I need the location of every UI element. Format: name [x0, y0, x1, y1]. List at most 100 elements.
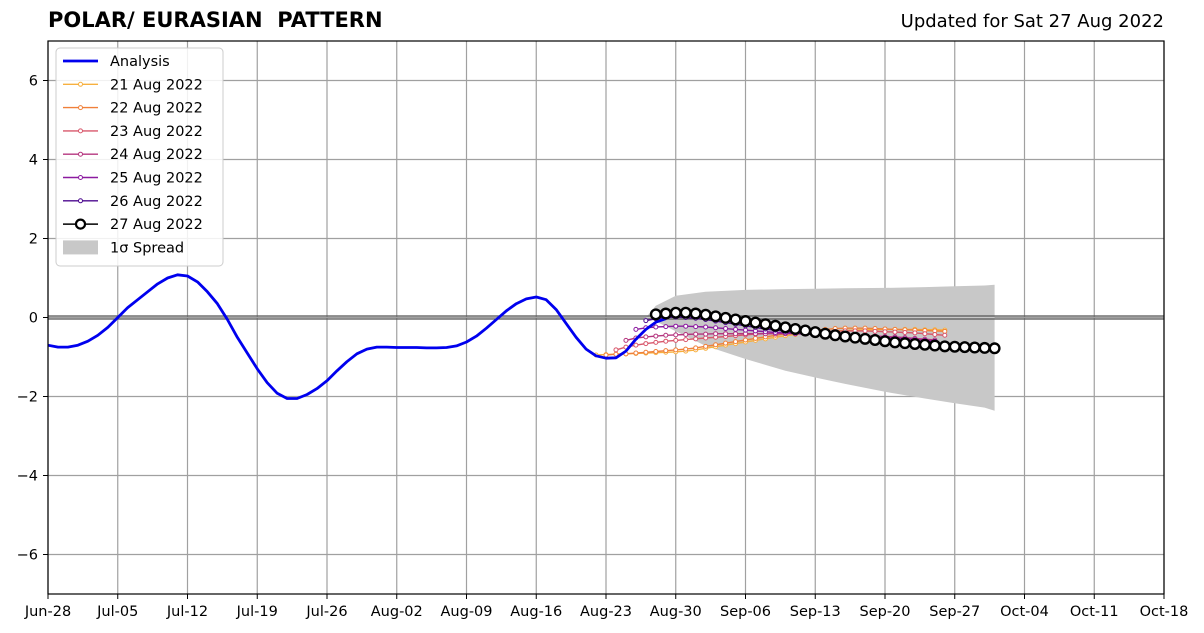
forecast-point	[673, 323, 679, 329]
latest-forecast-point	[659, 307, 672, 320]
forecast-point	[663, 324, 669, 330]
legend-label: 27 Aug 2022	[110, 217, 203, 233]
latest-forecast-point	[988, 342, 1001, 355]
latest-forecast-point	[649, 308, 662, 321]
forecast-point	[703, 335, 709, 341]
x-tick-label: Jun-28	[24, 604, 71, 620]
legend-label: 23 Aug 2022	[110, 124, 203, 140]
latest-forecast-point	[829, 329, 842, 342]
y-tick-label: −4	[17, 469, 38, 485]
forecast-point	[643, 341, 649, 347]
y-tick-label: 6	[29, 74, 38, 90]
forecast-point	[733, 331, 739, 337]
forecast-point	[882, 329, 888, 335]
x-tick-label: Jul-19	[236, 604, 278, 620]
forecast-point	[942, 332, 948, 338]
x-tick-label: Aug-23	[580, 604, 632, 620]
forecast-point	[733, 339, 739, 345]
legend-swatch-marker	[74, 218, 87, 230]
legend-swatch-marker	[78, 175, 83, 180]
forecast-point	[713, 331, 719, 337]
latest-forecast-point	[859, 332, 872, 345]
legend: Analysis 21 Aug 2022 22 Aug 2022 23 Aug 202…	[55, 47, 224, 267]
latest-forecast-point	[709, 310, 722, 323]
latest-forecast-point	[799, 324, 812, 337]
latest-forecast-point	[849, 331, 862, 344]
forecast-point	[693, 336, 699, 342]
forecast-point	[643, 318, 649, 324]
forecast-point	[653, 348, 659, 354]
latest-forecast-point	[739, 315, 752, 328]
analysis-line	[48, 273, 667, 400]
latest-forecast-point	[699, 308, 712, 321]
latest-forecast-point	[879, 335, 892, 348]
x-tick-label: Sep-20	[859, 604, 910, 620]
legend-label: 22 Aug 2022	[110, 101, 203, 117]
x-tick-label: Sep-13	[790, 604, 841, 620]
y-tick-label: −6	[17, 548, 38, 564]
forecast-point	[892, 329, 898, 335]
chart-title: POLAR/ EURASIAN PATTERN	[48, 8, 383, 32]
latest-forecast-point	[918, 338, 931, 351]
forecast-point	[673, 347, 679, 353]
x-tick-label: Jul-12	[166, 604, 208, 620]
forecast-point	[723, 326, 729, 332]
forecast-point	[683, 323, 689, 329]
latest-forecast-point	[928, 339, 941, 352]
latest-forecast-point	[908, 337, 921, 350]
forecast-point	[683, 331, 689, 337]
x-tick-label: Oct-18	[1140, 604, 1189, 620]
latest-forecast-point	[898, 337, 911, 350]
legend-swatch-marker	[78, 105, 83, 111]
series-group	[48, 273, 1001, 400]
latest-forecast-point	[869, 334, 882, 347]
forecast-point	[613, 347, 619, 353]
legend-swatch-marker	[78, 151, 83, 157]
latest-forecast-point	[769, 319, 782, 332]
forecast-point	[683, 346, 689, 352]
forecast-point	[663, 348, 669, 354]
y-tick-label: 4	[29, 153, 38, 169]
forecast-point	[922, 331, 928, 337]
latest-forecast-point	[839, 330, 852, 343]
latest-forecast-point	[729, 313, 742, 326]
x-tick-label: Oct-04	[1000, 604, 1049, 620]
forecast-point	[713, 342, 719, 348]
forecast-point	[653, 339, 659, 345]
legend-label: 25 Aug 2022	[110, 171, 203, 187]
legend-label: 1σ Spread	[110, 240, 184, 256]
latest-forecast-point	[958, 341, 971, 354]
x-tick-label: Aug-30	[650, 604, 702, 620]
forecast-point	[743, 327, 748, 333]
forecast-point	[663, 338, 669, 344]
x-tick-label: Sep-27	[929, 604, 980, 620]
x-tick-label: Aug-02	[371, 604, 423, 620]
forecast-point	[743, 337, 748, 343]
forecast-point	[723, 340, 729, 346]
forecast-point	[932, 331, 938, 337]
forecast-point	[693, 345, 699, 351]
x-tick-label: Aug-09	[441, 604, 493, 620]
latest-forecast-point	[719, 311, 732, 324]
legend-label: 21 Aug 2022	[110, 77, 203, 93]
latest-forecast-point	[689, 307, 702, 320]
legend-label: Analysis	[110, 54, 170, 70]
legend-box	[55, 47, 224, 267]
legend-label: 26 Aug 2022	[110, 194, 203, 210]
x-tick-label: Jul-05	[96, 604, 138, 620]
forecast-point	[872, 328, 878, 334]
forecast-point	[942, 328, 948, 334]
forecast-point	[673, 332, 679, 338]
latest-forecast-point	[978, 341, 991, 354]
latest-forecast-point	[948, 340, 961, 353]
forecast-point	[663, 332, 669, 338]
latest-forecast-point	[819, 327, 832, 340]
latest-forecast-point	[679, 306, 692, 319]
latest-forecast-point	[938, 340, 951, 353]
legend-label: 24 Aug 2022	[110, 147, 203, 163]
forecast-point	[713, 325, 719, 331]
forecast-point	[633, 350, 639, 356]
forecast-point	[633, 326, 639, 332]
